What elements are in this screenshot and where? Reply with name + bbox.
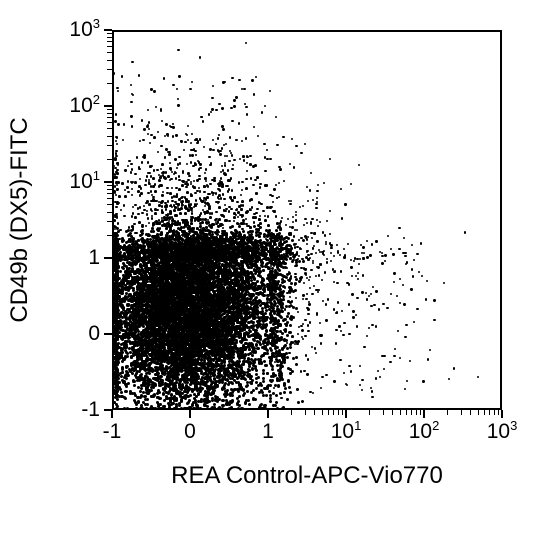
tick-mark [107, 159, 112, 160]
tick-mark [107, 69, 112, 70]
tick-mark [107, 189, 112, 190]
tick-mark [107, 46, 112, 47]
tick-mark [107, 185, 112, 186]
tick-mark [267, 410, 269, 418]
tick-mark [107, 52, 112, 53]
tick-mark [111, 410, 113, 418]
tick-mark [498, 410, 499, 415]
tick-mark [501, 410, 503, 418]
tick-mark [104, 257, 112, 259]
tick-mark [107, 221, 112, 222]
tick-mark [478, 410, 479, 415]
tick-mark [107, 204, 112, 205]
tick-mark [369, 410, 370, 415]
tick-mark [406, 410, 407, 415]
tick-mark [400, 410, 401, 415]
tick-mark [342, 410, 343, 415]
tick-label: 101 [69, 170, 100, 194]
tick-mark [333, 410, 334, 415]
tick-mark [107, 117, 112, 118]
tick-mark [423, 410, 425, 418]
tick-label: 1 [262, 420, 274, 444]
tick-mark [107, 37, 112, 38]
tick-mark [107, 33, 112, 34]
tick-label: -1 [103, 420, 122, 444]
tick-label: 101 [331, 420, 362, 444]
tick-mark [107, 60, 112, 61]
plot-area [112, 30, 502, 410]
tick-mark [305, 410, 306, 415]
tick-mark [107, 193, 112, 194]
tick-mark [107, 83, 112, 84]
tick-mark [484, 410, 485, 415]
tick-mark [107, 235, 112, 236]
tick-mark [189, 410, 191, 418]
tick-mark [314, 410, 315, 415]
tick-mark [107, 41, 112, 42]
tick-label: 1 [88, 246, 100, 270]
tick-label: 103 [487, 420, 518, 444]
tick-mark [107, 128, 112, 129]
tick-mark [345, 410, 347, 418]
tick-label: 102 [409, 420, 440, 444]
x-axis-label: REA Control-APC-Vio770 [171, 462, 443, 490]
tick-mark [107, 212, 112, 213]
tick-mark [338, 410, 339, 415]
tick-label: 0 [88, 322, 100, 346]
tick-mark [107, 145, 112, 146]
tick-mark [107, 122, 112, 123]
tick-mark [447, 410, 448, 415]
tick-mark [416, 410, 417, 415]
tick-mark [104, 105, 112, 107]
y-axis-label: CD49b (DX5)-FITC [6, 117, 34, 322]
tick-mark [104, 409, 112, 411]
tick-mark [104, 29, 112, 31]
tick-mark [461, 410, 462, 415]
tick-mark [291, 410, 292, 415]
tick-mark [489, 410, 490, 415]
tick-mark [470, 410, 471, 415]
tick-mark [328, 410, 329, 415]
scatter-chart: -1 0 1 101 102 103 -1 0 1 101 102 103 REA Control-A… [0, 0, 540, 540]
tick-mark [107, 109, 112, 110]
tick-mark [107, 136, 112, 137]
tick-label: -1 [81, 398, 100, 422]
tick-mark [107, 198, 112, 199]
tick-mark [494, 410, 495, 415]
tick-mark [411, 410, 412, 415]
tick-mark [104, 333, 112, 335]
tick-label: 0 [184, 420, 196, 444]
tick-mark [322, 410, 323, 415]
tick-label: 102 [69, 94, 100, 118]
tick-label: 103 [69, 18, 100, 42]
tick-mark [104, 181, 112, 183]
tick-mark [420, 410, 421, 415]
tick-mark [392, 410, 393, 415]
tick-mark [383, 410, 384, 415]
tick-mark [107, 113, 112, 114]
